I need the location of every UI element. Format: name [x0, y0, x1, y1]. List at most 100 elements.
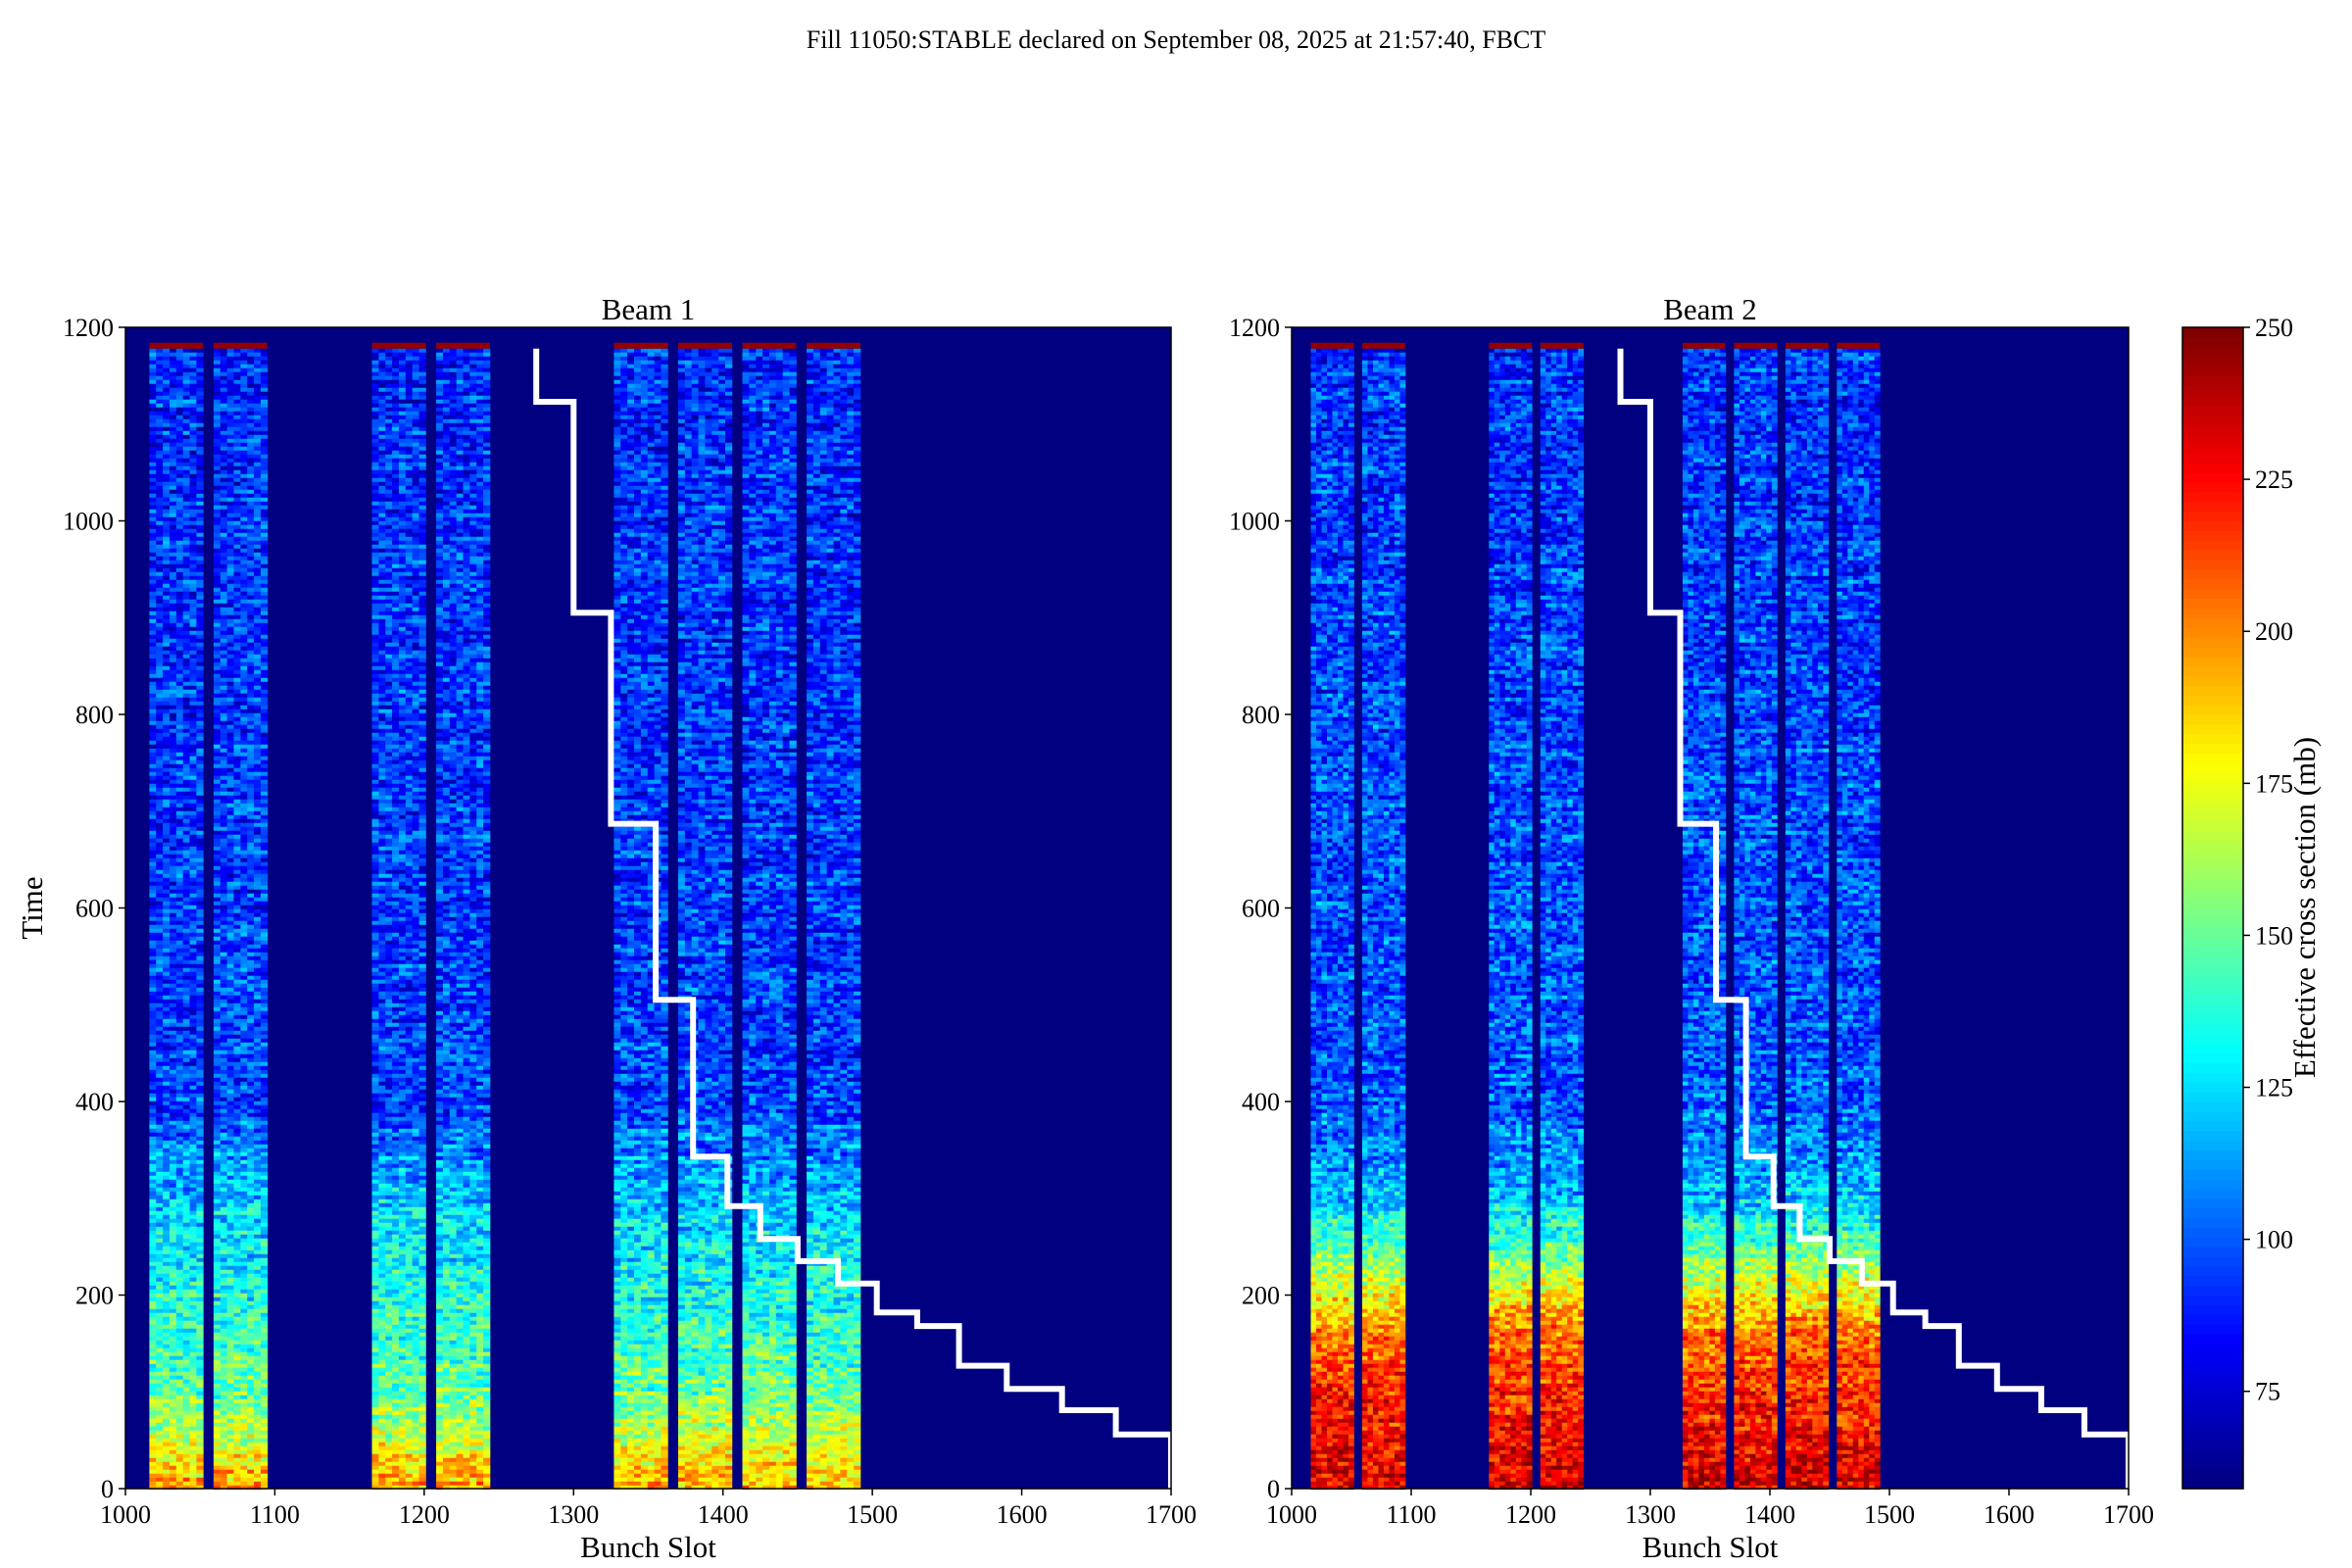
heatmap-cell	[233, 854, 241, 859]
heatmap-cell	[247, 1022, 255, 1028]
heatmap-cell	[233, 607, 241, 612]
heatmap-cell	[163, 1010, 171, 1016]
heatmap-cell	[182, 1293, 190, 1298]
heatmap-cell	[254, 544, 262, 550]
heatmap-cell	[169, 936, 177, 942]
heatmap-cell	[418, 477, 426, 483]
heatmap-cell	[156, 1210, 164, 1216]
heatmap-cell	[226, 834, 234, 840]
heatmap-cell	[182, 705, 190, 710]
heatmap-cell	[260, 1446, 269, 1451]
heatmap-cell	[247, 740, 255, 746]
heatmap-cell	[254, 481, 262, 487]
heatmap-cell	[220, 1144, 228, 1150]
heatmap-cell	[213, 1195, 221, 1200]
heatmap-cell	[240, 528, 248, 534]
heatmap-cell	[226, 677, 234, 683]
heatmap-cell	[156, 814, 164, 820]
heatmap-cell	[156, 1250, 164, 1255]
heatmap-cell	[260, 469, 269, 475]
heatmap-cell	[149, 1187, 157, 1193]
heatmap-cell	[163, 1136, 171, 1142]
heatmap-cell	[254, 1202, 262, 1208]
heatmap-cell	[260, 744, 269, 750]
heatmap-cell	[233, 1183, 241, 1189]
heatmap-cell	[213, 740, 221, 746]
heatmap-cell	[247, 579, 255, 585]
heatmap-cell	[220, 1375, 228, 1381]
heatmap-cell	[169, 383, 177, 389]
heatmap-cell	[220, 1222, 228, 1228]
heatmap-cell	[182, 1379, 190, 1385]
heatmap-cell	[149, 885, 157, 891]
heatmap-cell	[163, 501, 171, 507]
heatmap-cell	[220, 1242, 228, 1248]
heatmap-cell	[254, 658, 262, 663]
heatmap-cell	[240, 1018, 248, 1024]
heatmap-cell	[163, 1312, 171, 1318]
heatmap-cell	[392, 399, 400, 405]
heatmap-cell	[213, 1069, 221, 1075]
heatmap-cell	[182, 1120, 190, 1126]
heatmap-cell	[220, 1065, 228, 1071]
heatmap-cell	[169, 1477, 177, 1483]
heatmap-cell	[156, 481, 164, 487]
heatmap-cell	[156, 944, 164, 950]
heatmap-cell	[163, 999, 171, 1004]
heatmap-cell	[226, 422, 234, 428]
heatmap-cell	[220, 1124, 228, 1130]
heatmap-cell	[220, 752, 228, 758]
heatmap-cell	[175, 1022, 184, 1028]
heatmap-cell	[260, 881, 269, 887]
heatmap-cell	[254, 1293, 262, 1298]
heatmap-cell	[226, 1465, 234, 1471]
heatmap-cell	[213, 712, 221, 718]
heatmap-cell	[169, 846, 177, 852]
heatmap-cell	[182, 744, 190, 750]
heatmap-cell	[189, 822, 197, 828]
heatmap-cell	[260, 646, 269, 652]
heatmap-cell	[169, 1414, 177, 1420]
heatmap-cell	[226, 438, 234, 444]
heatmap-cell	[233, 371, 241, 377]
heatmap-cell	[247, 1340, 255, 1346]
heatmap-cell	[175, 532, 184, 538]
heatmap-cell	[392, 481, 400, 487]
heatmap-cell	[260, 356, 269, 362]
heatmap-cell	[163, 564, 171, 569]
heatmap-cell	[233, 999, 241, 1004]
heatmap-cell	[163, 368, 171, 373]
heatmap-cell	[189, 1324, 197, 1330]
heatmap-cell	[182, 1289, 190, 1295]
heatmap-cell	[163, 842, 171, 848]
heatmap-cell	[175, 924, 184, 930]
heatmap-cell	[398, 360, 407, 366]
heatmap-cell	[156, 865, 164, 871]
heatmap-cell	[149, 622, 157, 628]
heatmap-cell	[163, 779, 171, 785]
heatmap-cell	[169, 501, 177, 507]
heatmap-cell	[163, 611, 171, 616]
heatmap-cell	[175, 379, 184, 385]
heatmap-cell	[226, 983, 234, 989]
heatmap-cell	[189, 1120, 197, 1126]
heatmap-cell	[220, 536, 228, 542]
heatmap-cell	[196, 908, 204, 914]
heatmap-cell	[260, 658, 269, 663]
heatmap-cell	[247, 1042, 255, 1048]
heatmap-cell	[213, 1316, 221, 1322]
heatmap-cell	[156, 901, 164, 906]
heatmap-cell	[240, 810, 248, 816]
heatmap-cell	[196, 846, 204, 852]
heatmap-cell	[149, 1042, 157, 1048]
heatmap-cell	[156, 1218, 164, 1224]
heatmap-cell	[213, 1457, 221, 1463]
heatmap-cell	[213, 1438, 221, 1444]
heatmap-cell	[163, 744, 171, 750]
heatmap-cell	[240, 415, 248, 420]
heatmap-cell	[156, 908, 164, 914]
heatmap-cell	[418, 462, 426, 467]
heatmap-cell	[254, 1461, 262, 1467]
heatmap-cell	[156, 1199, 164, 1204]
heatmap-cell	[149, 560, 157, 565]
